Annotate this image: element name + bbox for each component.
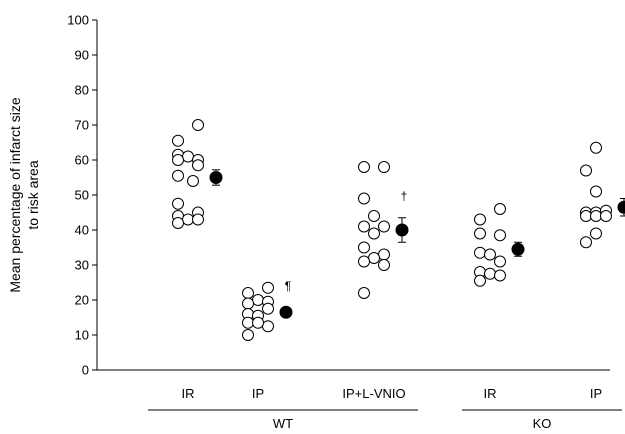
data-point	[368, 210, 380, 222]
data-point	[242, 329, 254, 341]
data-point	[474, 246, 486, 259]
data-point	[358, 220, 370, 233]
data-point	[252, 294, 264, 306]
y-tick-label: 100	[67, 13, 89, 28]
data-point	[494, 229, 506, 242]
mean-point	[279, 305, 293, 319]
data-point	[484, 267, 496, 280]
y-axis-title-line-2: to risk area	[25, 160, 41, 229]
series	[474, 203, 525, 287]
data-point	[494, 269, 506, 282]
y-tick-label: 40	[75, 223, 89, 238]
data-point	[474, 274, 486, 287]
data-point	[262, 302, 274, 315]
data-point	[368, 227, 380, 240]
data-point	[358, 255, 370, 268]
data-point	[262, 281, 274, 294]
data-point	[494, 203, 506, 215]
x-category-label: IP	[252, 386, 264, 401]
y-axis-title-line-1: Mean percentage of infarct size	[7, 97, 23, 293]
data-point	[378, 259, 390, 271]
series: †	[358, 161, 409, 299]
plot-area: ¶†	[172, 119, 625, 341]
data-point	[187, 175, 199, 187]
mean-point	[511, 242, 525, 256]
series	[172, 119, 223, 229]
x-category-label: IP+L-VNIO	[342, 386, 405, 401]
data-point	[484, 248, 496, 261]
y-tick-label: 50	[75, 188, 89, 203]
data-point	[172, 169, 184, 182]
significance-marker: ¶	[285, 279, 291, 293]
y-tick-label: 80	[75, 83, 89, 98]
data-point	[590, 227, 602, 240]
data-point	[378, 220, 390, 233]
group-label: WT	[273, 416, 293, 431]
data-point	[262, 320, 274, 333]
data-point	[358, 287, 370, 299]
data-point	[172, 154, 184, 166]
x-category-label: IP	[590, 386, 602, 401]
series: ¶	[242, 279, 293, 341]
x-axis: IR IP IP+L-VNIO IR IP WT KO	[97, 369, 622, 431]
x-category-label: IR	[182, 386, 195, 401]
data-point	[192, 159, 204, 172]
group-label: KO	[533, 416, 552, 431]
data-point	[580, 236, 592, 249]
y-tick-label: 90	[75, 48, 89, 63]
x-category-label: IR	[484, 386, 497, 401]
mean-point	[395, 223, 409, 237]
data-point	[474, 213, 486, 226]
data-point	[590, 141, 602, 154]
data-point	[368, 252, 380, 264]
data-point	[242, 297, 254, 310]
data-point	[172, 134, 184, 147]
mean-point	[209, 171, 223, 184]
data-point	[192, 213, 204, 226]
data-point	[182, 213, 194, 226]
data-point	[172, 197, 184, 210]
data-point	[192, 119, 204, 131]
data-point	[590, 185, 602, 198]
data-point	[182, 150, 194, 163]
y-axis-title: Mean percentage of infarct size to risk …	[7, 97, 41, 293]
data-point	[600, 210, 612, 222]
significance-marker: †	[401, 189, 408, 203]
data-point	[358, 192, 370, 205]
data-point	[358, 161, 370, 173]
data-point	[378, 248, 390, 261]
y-tick-label: 10	[75, 328, 89, 343]
data-point	[358, 241, 370, 254]
data-point	[580, 210, 592, 222]
y-tick-label: 30	[75, 258, 89, 273]
y-tick-label: 70	[75, 118, 89, 133]
data-point	[494, 255, 506, 268]
data-point	[252, 316, 264, 329]
data-point	[590, 210, 602, 222]
y-axis: 0 10 20 30 40 50 60 70 80 90 100	[67, 13, 98, 378]
data-point	[172, 217, 184, 229]
y-tick-label: 20	[75, 293, 89, 308]
mean-point	[617, 200, 625, 214]
y-tick-label: 0	[82, 363, 89, 378]
data-point	[378, 161, 390, 173]
data-point	[242, 316, 254, 329]
data-point	[242, 287, 254, 299]
data-point	[474, 227, 486, 240]
series	[580, 141, 625, 249]
data-point	[580, 164, 592, 177]
y-tick-label: 60	[75, 153, 89, 168]
